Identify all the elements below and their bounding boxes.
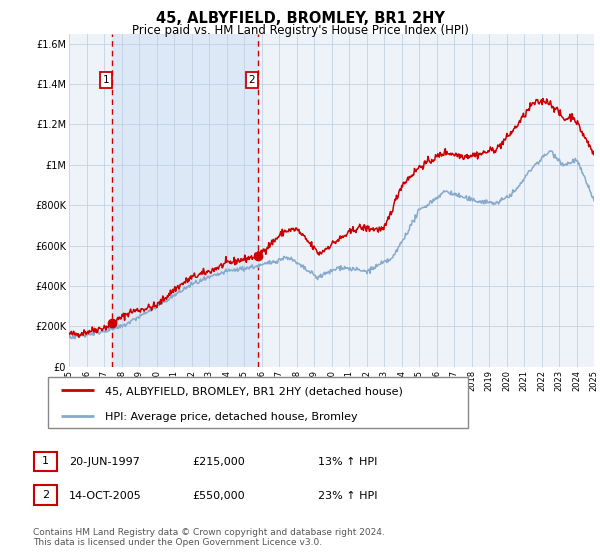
Text: 14-OCT-2005: 14-OCT-2005 [69,491,142,501]
Text: 2: 2 [42,490,49,500]
Text: £215,000: £215,000 [192,457,245,467]
Text: Price paid vs. HM Land Registry's House Price Index (HPI): Price paid vs. HM Land Registry's House … [131,24,469,36]
Text: 45, ALBYFIELD, BROMLEY, BR1 2HY: 45, ALBYFIELD, BROMLEY, BR1 2HY [155,11,445,26]
Text: 13% ↑ HPI: 13% ↑ HPI [318,457,377,467]
FancyBboxPatch shape [34,486,57,505]
FancyBboxPatch shape [48,377,468,428]
Text: 1: 1 [42,456,49,466]
Text: 20-JUN-1997: 20-JUN-1997 [69,457,140,467]
Text: HPI: Average price, detached house, Bromley: HPI: Average price, detached house, Brom… [104,412,358,422]
Text: 45, ALBYFIELD, BROMLEY, BR1 2HY (detached house): 45, ALBYFIELD, BROMLEY, BR1 2HY (detache… [104,386,403,396]
Text: £550,000: £550,000 [192,491,245,501]
Text: 1: 1 [103,75,109,85]
Text: 23% ↑ HPI: 23% ↑ HPI [318,491,377,501]
FancyBboxPatch shape [34,452,57,471]
Text: 2: 2 [248,75,255,85]
Text: Contains HM Land Registry data © Crown copyright and database right 2024.
This d: Contains HM Land Registry data © Crown c… [33,528,385,547]
Bar [112,34,258,367]
